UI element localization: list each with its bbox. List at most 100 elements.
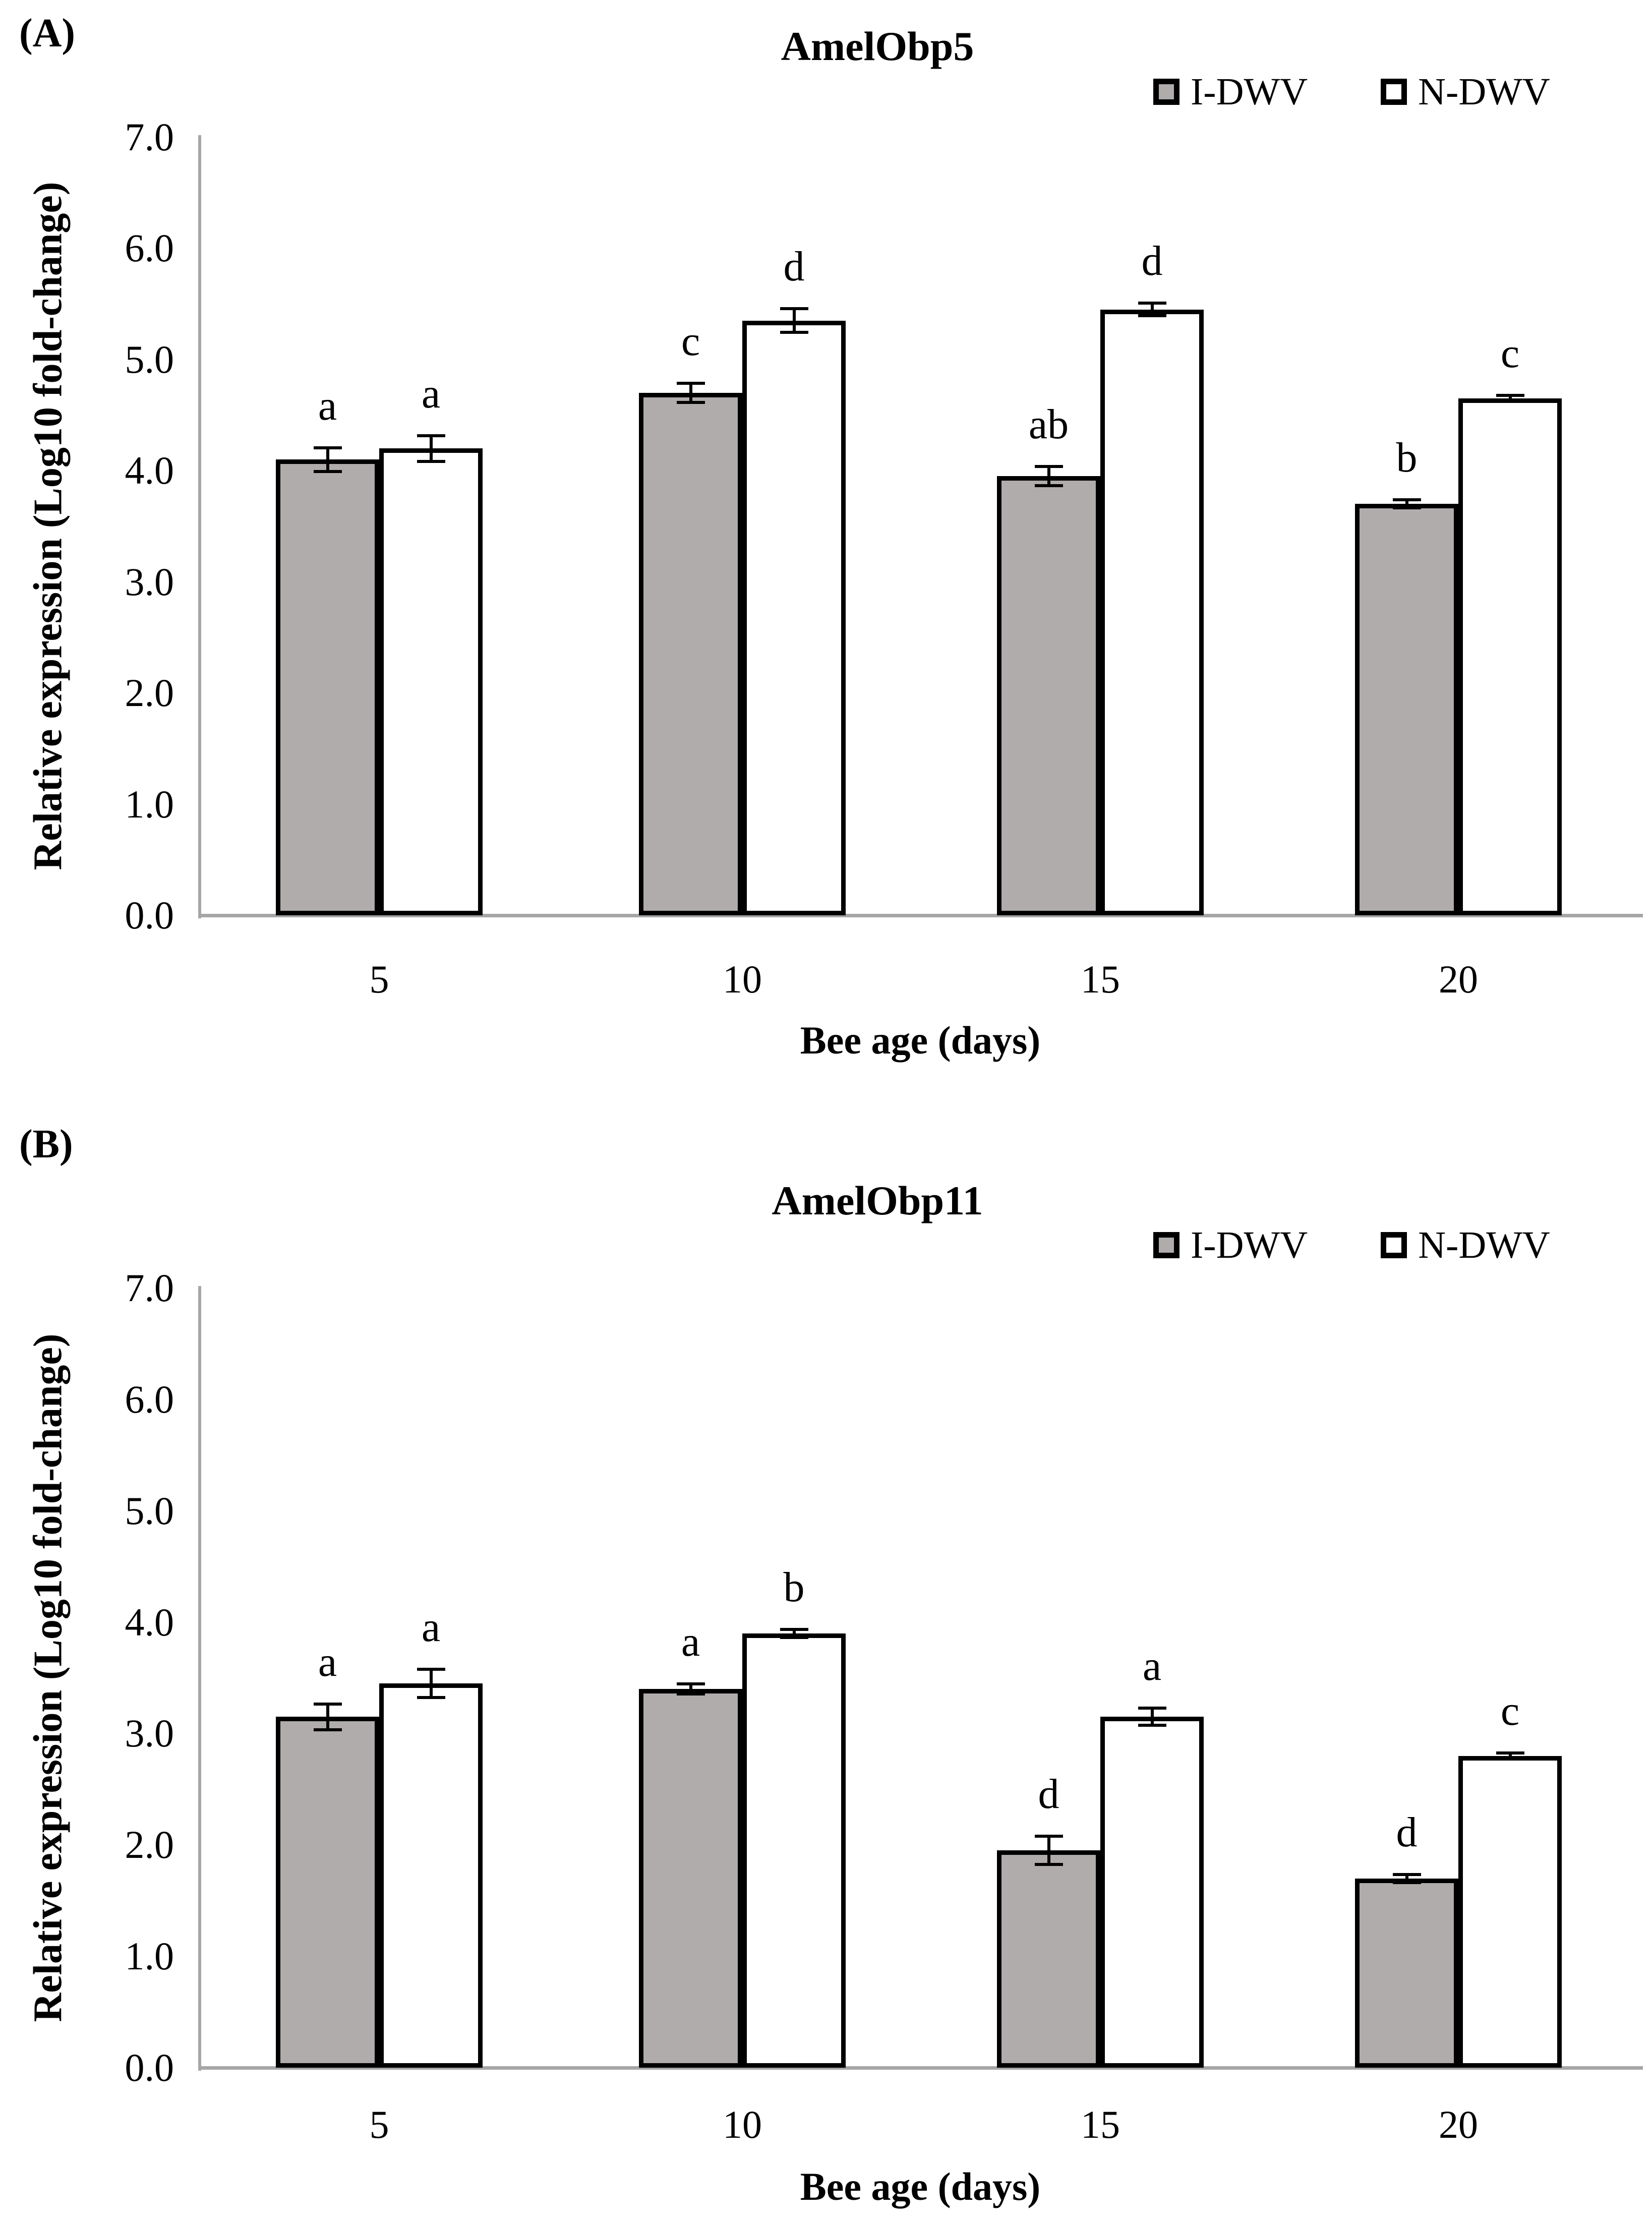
ndwv-swatch-icon (1381, 79, 1407, 105)
error-bar (1138, 302, 1166, 318)
x-tick-label: 10 (723, 957, 762, 1001)
sig-letter: a (1142, 1643, 1162, 1690)
chart-title-b: AmelObp11 (772, 1178, 983, 1223)
y-tick-label: 7.0 (125, 1266, 174, 1310)
y-tick-label: 6.0 (125, 226, 174, 270)
legend-item-idwv: I-DWV (1153, 1225, 1308, 1265)
error-bar (417, 434, 445, 463)
bar-i-dwv-day15 (997, 476, 1100, 915)
sig-letter: ab (1028, 401, 1069, 448)
x-tick-label: 15 (1081, 957, 1120, 1001)
bar-i-dwv-day5 (276, 1717, 379, 2068)
x-axis-line (198, 2066, 1643, 2070)
sig-letter: a (681, 1618, 700, 1665)
bar-i-dwv-day5 (276, 459, 379, 915)
legend-label-idwv: I-DWV (1191, 1224, 1308, 1266)
y-axis-line (198, 135, 201, 918)
error-bar (1496, 394, 1524, 403)
sig-letter: a (421, 1604, 441, 1651)
sig-letter: b (1396, 434, 1418, 482)
bar-i-dwv-day20 (1355, 504, 1458, 915)
panel-a: (A) AmelObp5 I-DWV N-DWV Relative expres… (19, 11, 1643, 1062)
x-tick-label: 5 (369, 2102, 389, 2146)
legend-label-idwv: I-DWV (1191, 71, 1308, 113)
idwv-swatch-icon (1153, 1232, 1179, 1258)
x-tick-label: 20 (1439, 2102, 1478, 2146)
x-tick-label: 5 (369, 957, 389, 1001)
y-tick-label: 0.0 (125, 2045, 174, 2090)
bar-n-dwv-day20 (1458, 1756, 1562, 2068)
sig-letter: c (1500, 330, 1520, 377)
bar-n-dwv-day5 (379, 448, 483, 915)
y-tick-label: 2.0 (125, 1823, 174, 1867)
sig-letter: a (318, 382, 337, 429)
x-tick-label: 20 (1439, 957, 1478, 1001)
y-axis-line (198, 1286, 201, 2071)
legend-b: I-DWV N-DWV (1153, 1225, 1550, 1265)
legend-label-ndwv: N-DWV (1418, 1224, 1550, 1266)
legend-a: I-DWV N-DWV (1153, 72, 1550, 112)
panel-label-a: (A) (19, 11, 76, 55)
y-tick-label: 1.0 (125, 1934, 174, 1978)
y-tick-label: 6.0 (125, 1377, 174, 1421)
sig-letter: d (783, 243, 805, 290)
bar-i-dwv-day10 (639, 1689, 742, 2068)
sig-letter: d (1038, 1771, 1059, 1818)
error-bar (313, 1702, 342, 1732)
error-bar (1138, 1707, 1166, 1727)
sig-letter: b (783, 1563, 805, 1611)
y-tick-label: 3.0 (125, 559, 174, 604)
sig-letter: d (1141, 238, 1163, 285)
legend-label-ndwv: N-DWV (1418, 71, 1550, 113)
y-axis-title-b: Relative expression (Log10 fold-change) (26, 1333, 71, 2022)
error-bar (1496, 1751, 1524, 1761)
y-tick-label: 5.0 (125, 1488, 174, 1533)
x-tick-label: 15 (1081, 2102, 1120, 2146)
legend-item-ndwv: N-DWV (1381, 1225, 1550, 1265)
bar-i-dwv-day10 (639, 392, 742, 915)
sig-letter: c (681, 317, 700, 365)
panel-label-b: (B) (19, 1122, 73, 1166)
error-bar (676, 381, 705, 404)
error-bar (1392, 1873, 1421, 1884)
x-tick-label: 10 (723, 2102, 762, 2146)
y-axis-title-a: Relative expression (Log10 fold-change) (26, 182, 71, 870)
bar-n-dwv-day10 (742, 1633, 846, 2068)
bar-i-dwv-day20 (1355, 1878, 1458, 2068)
y-tick-label: 0.0 (125, 893, 174, 937)
y-tick-label: 2.0 (125, 671, 174, 715)
y-tick-label: 4.0 (125, 448, 174, 493)
idwv-swatch-icon (1153, 79, 1179, 105)
bar-n-dwv-day15 (1100, 309, 1204, 915)
sig-letter: c (1500, 1687, 1520, 1734)
error-bar (780, 1627, 808, 1639)
legend-item-idwv: I-DWV (1153, 72, 1308, 112)
bar-n-dwv-day15 (1100, 1717, 1204, 2068)
sig-letter: a (421, 370, 441, 417)
x-axis-line (198, 914, 1643, 917)
legend-item-ndwv: N-DWV (1381, 72, 1550, 112)
ndwv-swatch-icon (1381, 1232, 1407, 1258)
y-tick-label: 4.0 (125, 1600, 174, 1644)
sig-letter: a (318, 1638, 337, 1685)
panel-b: (B) AmelObp11 I-DWV N-DWV Relative expre… (0, 1111, 1652, 2222)
bar-n-dwv-day5 (379, 1683, 483, 2068)
bar-i-dwv-day15 (997, 1850, 1100, 2068)
error-bar (1034, 1835, 1063, 1866)
error-bar (676, 1682, 705, 1696)
chart-title-a: AmelObp5 (781, 23, 974, 69)
error-bar (1392, 498, 1421, 510)
bar-n-dwv-day20 (1458, 398, 1562, 915)
y-tick-label: 5.0 (125, 337, 174, 381)
error-bar (417, 1668, 445, 1699)
error-bar (780, 307, 808, 334)
bar-n-dwv-day10 (742, 320, 846, 915)
y-tick-label: 1.0 (125, 782, 174, 826)
y-tick-label: 7.0 (125, 115, 174, 159)
error-bar (1034, 465, 1063, 488)
y-tick-label: 3.0 (125, 1711, 174, 1756)
sig-letter: d (1396, 1808, 1418, 1856)
x-axis-title-a: Bee age (days) (800, 1018, 1041, 1062)
error-bar (313, 446, 342, 473)
